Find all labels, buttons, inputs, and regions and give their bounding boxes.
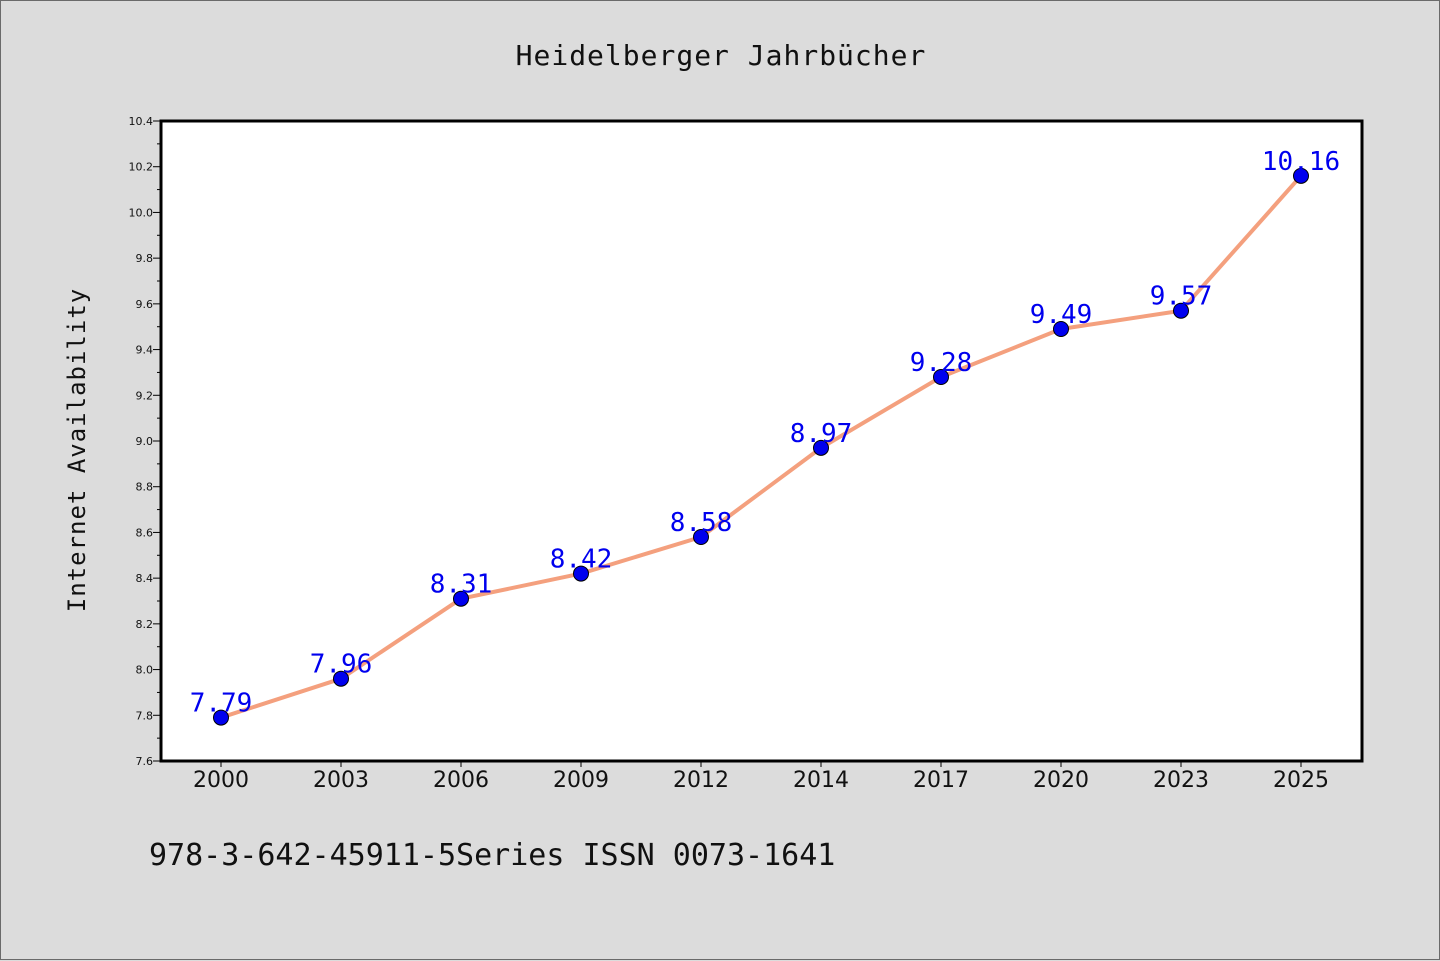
- data-label: 8.58: [670, 508, 733, 538]
- data-label: 8.42: [550, 545, 613, 575]
- y-tick-label: 9.6: [136, 298, 154, 311]
- data-label: 8.31: [430, 570, 493, 600]
- x-tick-label: 2009: [553, 768, 609, 793]
- footer-isbn-issn: 978-3-642-45911-5Series ISSN 0073-1641: [149, 838, 835, 873]
- y-tick-label: 8.8: [136, 481, 154, 494]
- y-tick-label: 9.2: [136, 389, 154, 402]
- x-tick-label: 2000: [193, 768, 249, 793]
- y-tick-label: 8.6: [136, 526, 154, 539]
- data-point-marker: [573, 565, 589, 582]
- data-label: 9.28: [910, 348, 973, 378]
- x-tick-label: 2025: [1273, 768, 1329, 793]
- y-axis-label: Internet Availability: [63, 288, 91, 612]
- x-tick-label: 2012: [673, 768, 729, 793]
- data-point-marker: [213, 709, 229, 726]
- data-point-marker: [333, 670, 349, 687]
- data-label: 9.49: [1030, 300, 1093, 330]
- y-tick-label: 7.6: [136, 755, 154, 768]
- y-tick-label: 9.0: [136, 435, 154, 448]
- series-line-group: [219, 173, 1303, 720]
- data-labels: 7.79 7.96 8.31 8.42 8.58 8.97 9.28 9.49 9.57 10.1…: [190, 147, 1340, 719]
- chart-title: Heidelberger Jahrbücher: [516, 39, 927, 72]
- data-point-marker: [1053, 321, 1069, 337]
- y-tick-label: 10.2: [129, 161, 154, 174]
- x-tick-label: 2006: [433, 768, 489, 793]
- y-tick-label: 10.0: [129, 206, 154, 219]
- data-point-marker: [813, 439, 829, 456]
- data-point-marker: [933, 369, 949, 385]
- y-tick-label: 9.8: [136, 252, 154, 265]
- x-tick-label: 2014: [793, 768, 849, 793]
- y-tick-label: 9.4: [136, 344, 154, 357]
- y-tick-label: 8.2: [136, 618, 154, 631]
- data-point-marker: [693, 529, 709, 545]
- x-tick-label: 2017: [913, 768, 969, 793]
- data-label: 9.57: [1150, 282, 1213, 312]
- y-tick-label: 8.0: [136, 664, 154, 677]
- plot-area: [159, 119, 1364, 763]
- x-axis-ticks: 2000 2003 2006 2009 2012 2014 2017 2020 2023 2025: [193, 761, 1329, 793]
- y-tick-label: 10.4: [129, 115, 154, 128]
- data-markers: [213, 167, 1309, 726]
- data-label: 8.97: [790, 419, 853, 449]
- x-tick-label: 2020: [1033, 768, 1089, 793]
- y-tick-label: 8.4: [136, 572, 154, 585]
- data-point-marker: [1293, 167, 1309, 184]
- data-label: 10.16: [1262, 147, 1340, 177]
- y-tick-label: 7.8: [136, 709, 154, 722]
- data-point-marker: [453, 590, 469, 607]
- x-tick-label: 2003: [313, 768, 369, 793]
- data-point-marker: [1173, 302, 1189, 319]
- x-tick-label: 2023: [1153, 768, 1209, 793]
- data-label: 7.79: [190, 689, 253, 719]
- y-axis-ticks: 7.6 7.8 8.0 8.2 8.4 8.6 8.8 9.0 9.2 9.4 9.6 9.8 10.0…: [129, 115, 161, 768]
- series-line: [219, 173, 1303, 720]
- data-label: 7.96: [310, 650, 373, 680]
